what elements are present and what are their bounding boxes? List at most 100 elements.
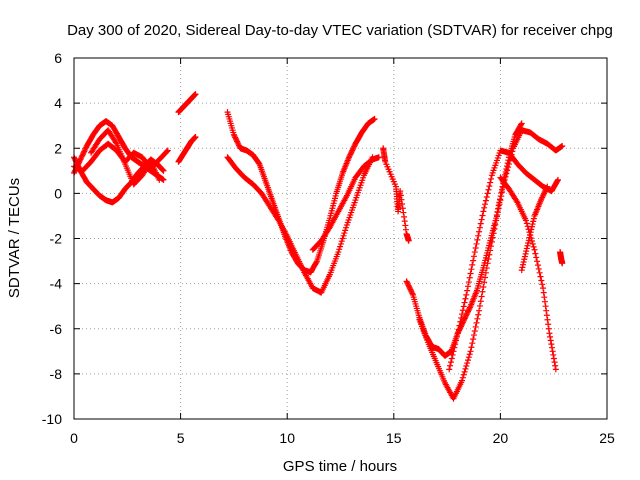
data-point <box>477 220 484 227</box>
data-point <box>469 340 476 347</box>
data-point <box>402 222 409 229</box>
data-point <box>406 285 413 292</box>
axis-ticks <box>73 57 608 420</box>
data-point <box>233 137 240 144</box>
data-point <box>463 362 470 369</box>
data-point <box>554 177 561 184</box>
data-point <box>447 362 454 369</box>
x-tick-labels: 0 5 10 15 20 25 <box>70 430 615 446</box>
data-point <box>405 237 412 244</box>
data-point <box>350 144 357 151</box>
data-point <box>492 221 499 228</box>
data-point <box>465 354 472 361</box>
data-point <box>348 148 355 155</box>
data-point <box>549 348 556 355</box>
data-point <box>529 240 536 247</box>
data-point <box>346 152 353 159</box>
data-point <box>476 224 483 231</box>
data-point <box>452 341 459 348</box>
data-point <box>491 226 498 233</box>
data-point <box>523 220 530 227</box>
data-point <box>490 230 497 237</box>
data-point <box>338 238 345 245</box>
data-point <box>482 269 489 276</box>
data-point <box>397 188 404 195</box>
data-point <box>464 308 471 315</box>
data-point <box>446 366 453 373</box>
data-point <box>542 303 549 310</box>
data-point <box>541 294 548 301</box>
data-point <box>530 215 537 222</box>
data-point <box>489 234 496 241</box>
data-point <box>462 365 469 372</box>
y-tick-label: -4 <box>50 276 63 292</box>
data-point <box>503 170 510 177</box>
y-tick-label: 4 <box>54 95 62 111</box>
data-point <box>399 200 406 207</box>
data-point <box>542 187 549 194</box>
data-point <box>347 150 354 157</box>
data-point <box>539 281 546 288</box>
data-point <box>534 262 541 269</box>
data-point <box>529 221 536 228</box>
data-point <box>464 360 471 367</box>
data-point <box>519 261 526 268</box>
data-point <box>398 196 405 203</box>
data-point <box>462 295 469 302</box>
series-track-e <box>175 91 199 116</box>
data-point <box>518 120 525 127</box>
data-point <box>408 287 415 294</box>
x-tick-label: 20 <box>493 430 509 446</box>
data-point <box>486 183 493 190</box>
data-point <box>522 217 529 224</box>
data-point <box>471 328 478 335</box>
data-point <box>484 190 491 197</box>
data-point <box>156 176 163 183</box>
y-tick-label: -2 <box>50 231 63 247</box>
data-point <box>458 314 465 321</box>
data-point <box>471 249 478 256</box>
data-point <box>547 337 554 344</box>
data-point <box>457 318 464 325</box>
data-point <box>523 248 530 255</box>
data-point <box>459 311 466 318</box>
data-point <box>543 184 550 191</box>
data-point <box>546 330 553 337</box>
data-point <box>494 209 501 216</box>
data-point <box>559 142 566 149</box>
x-axis-label: GPS time / hours <box>283 458 397 475</box>
y-tick-labels: -10 -8 -6 -4 -2 0 2 4 6 <box>42 50 62 427</box>
data-point <box>547 333 554 340</box>
data-point <box>476 302 483 309</box>
data-point <box>453 333 460 340</box>
data-point <box>513 198 520 205</box>
data-point <box>464 357 471 364</box>
data-point <box>482 274 489 281</box>
data-point <box>335 249 342 256</box>
data-point <box>402 226 409 233</box>
y-axis-label: SDTVAR / TECUs <box>6 178 23 298</box>
data-point <box>528 223 535 230</box>
data-point <box>466 304 473 311</box>
data-point <box>523 245 530 252</box>
data-point <box>164 147 171 154</box>
grid-lines <box>74 58 607 419</box>
data-point <box>467 348 474 355</box>
series-track-i <box>309 154 382 253</box>
data-point <box>504 167 511 174</box>
data-point <box>480 208 487 215</box>
data-point <box>519 264 526 271</box>
data-point <box>528 237 535 244</box>
data-point <box>232 134 239 141</box>
data-point <box>232 135 239 142</box>
data-point <box>543 186 550 193</box>
data-point <box>478 216 485 223</box>
data-point <box>81 147 88 154</box>
data-point <box>454 330 461 337</box>
data-point <box>79 151 86 158</box>
data-point <box>469 261 476 268</box>
data-point <box>477 298 484 305</box>
data-point <box>467 270 474 277</box>
data-point <box>192 91 199 98</box>
data-point <box>400 209 407 216</box>
